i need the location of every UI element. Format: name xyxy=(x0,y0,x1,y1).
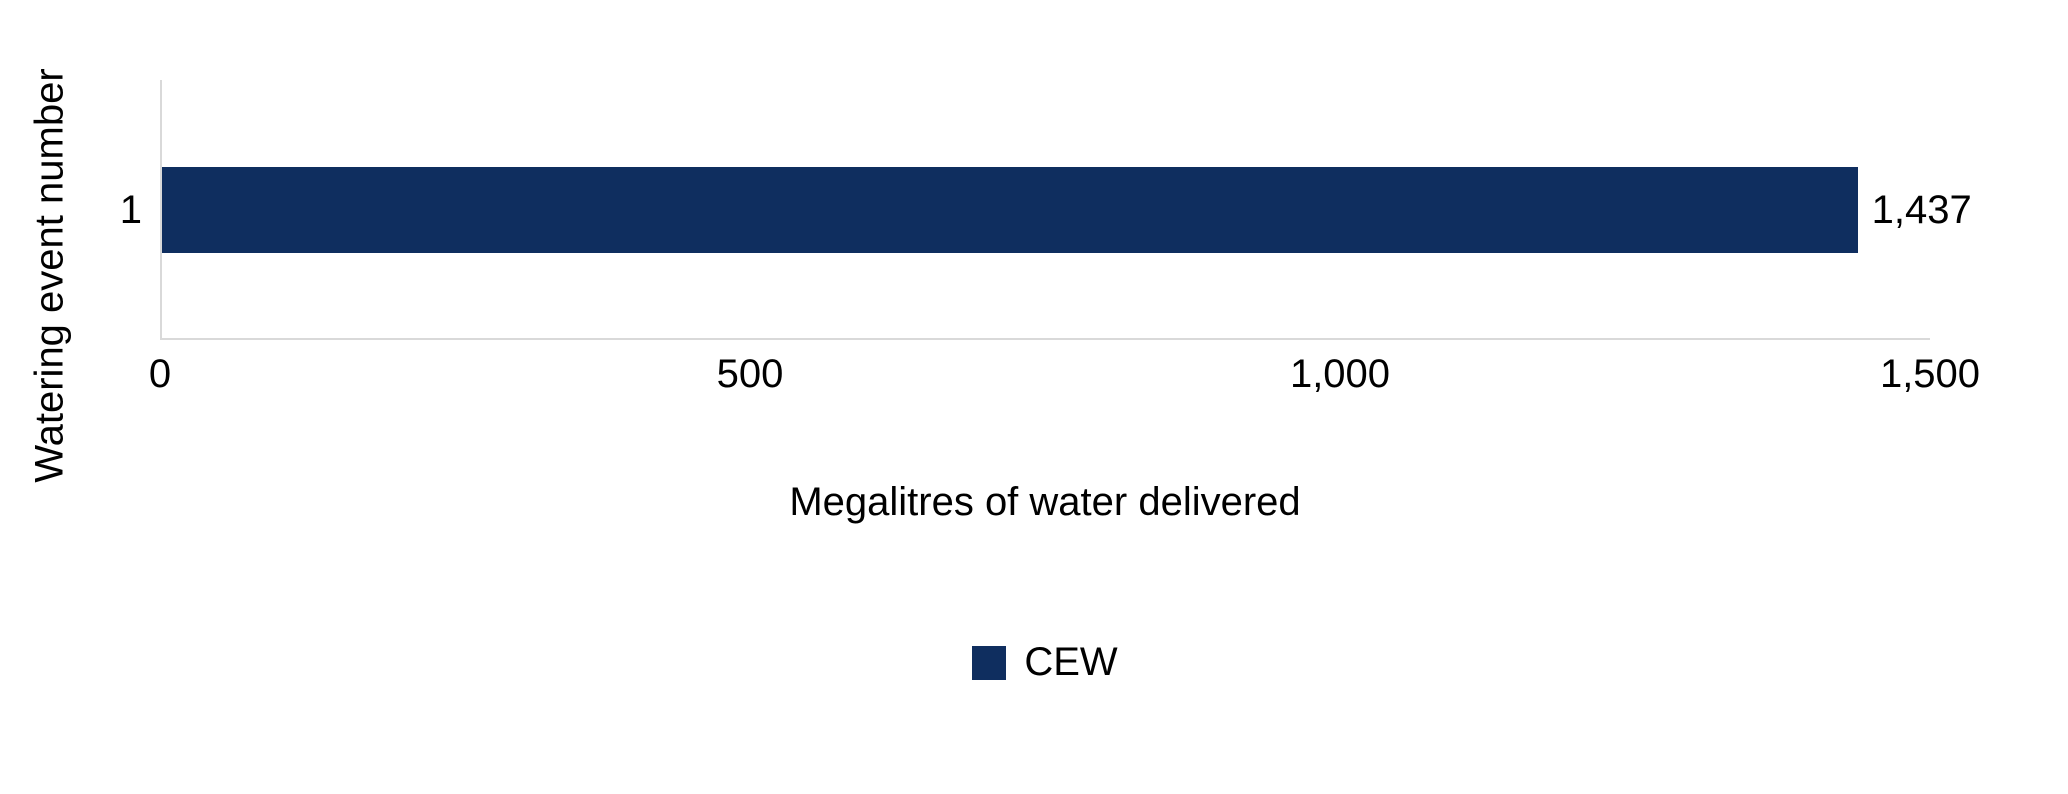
legend-swatch-cew xyxy=(972,646,1006,680)
x-tick: 1,500 xyxy=(1880,352,1980,397)
y-axis-title-text: Watering event number xyxy=(28,68,73,482)
plot-area: 1,437 xyxy=(160,80,1930,340)
x-tick: 500 xyxy=(717,352,784,397)
y-tick-label: 1 xyxy=(100,80,160,340)
y-axis-title: Watering event number xyxy=(20,0,80,550)
bar-cew-event-1 xyxy=(162,167,1858,253)
legend-label-cew: CEW xyxy=(1024,640,1117,685)
plot-row: 1 1,437 xyxy=(100,80,2020,340)
x-tick: 0 xyxy=(149,352,171,397)
water-delivered-chart: Watering event number 1 1,437 0 500 1,00… xyxy=(0,0,2068,794)
legend: CEW xyxy=(160,640,1930,685)
x-axis-ticks: 0 500 1,000 1,500 xyxy=(160,352,1930,412)
bar-value-label: 1,437 xyxy=(1858,167,1972,253)
x-tick: 1,000 xyxy=(1290,352,1390,397)
x-axis-title: Megalitres of water delivered xyxy=(160,480,1930,525)
